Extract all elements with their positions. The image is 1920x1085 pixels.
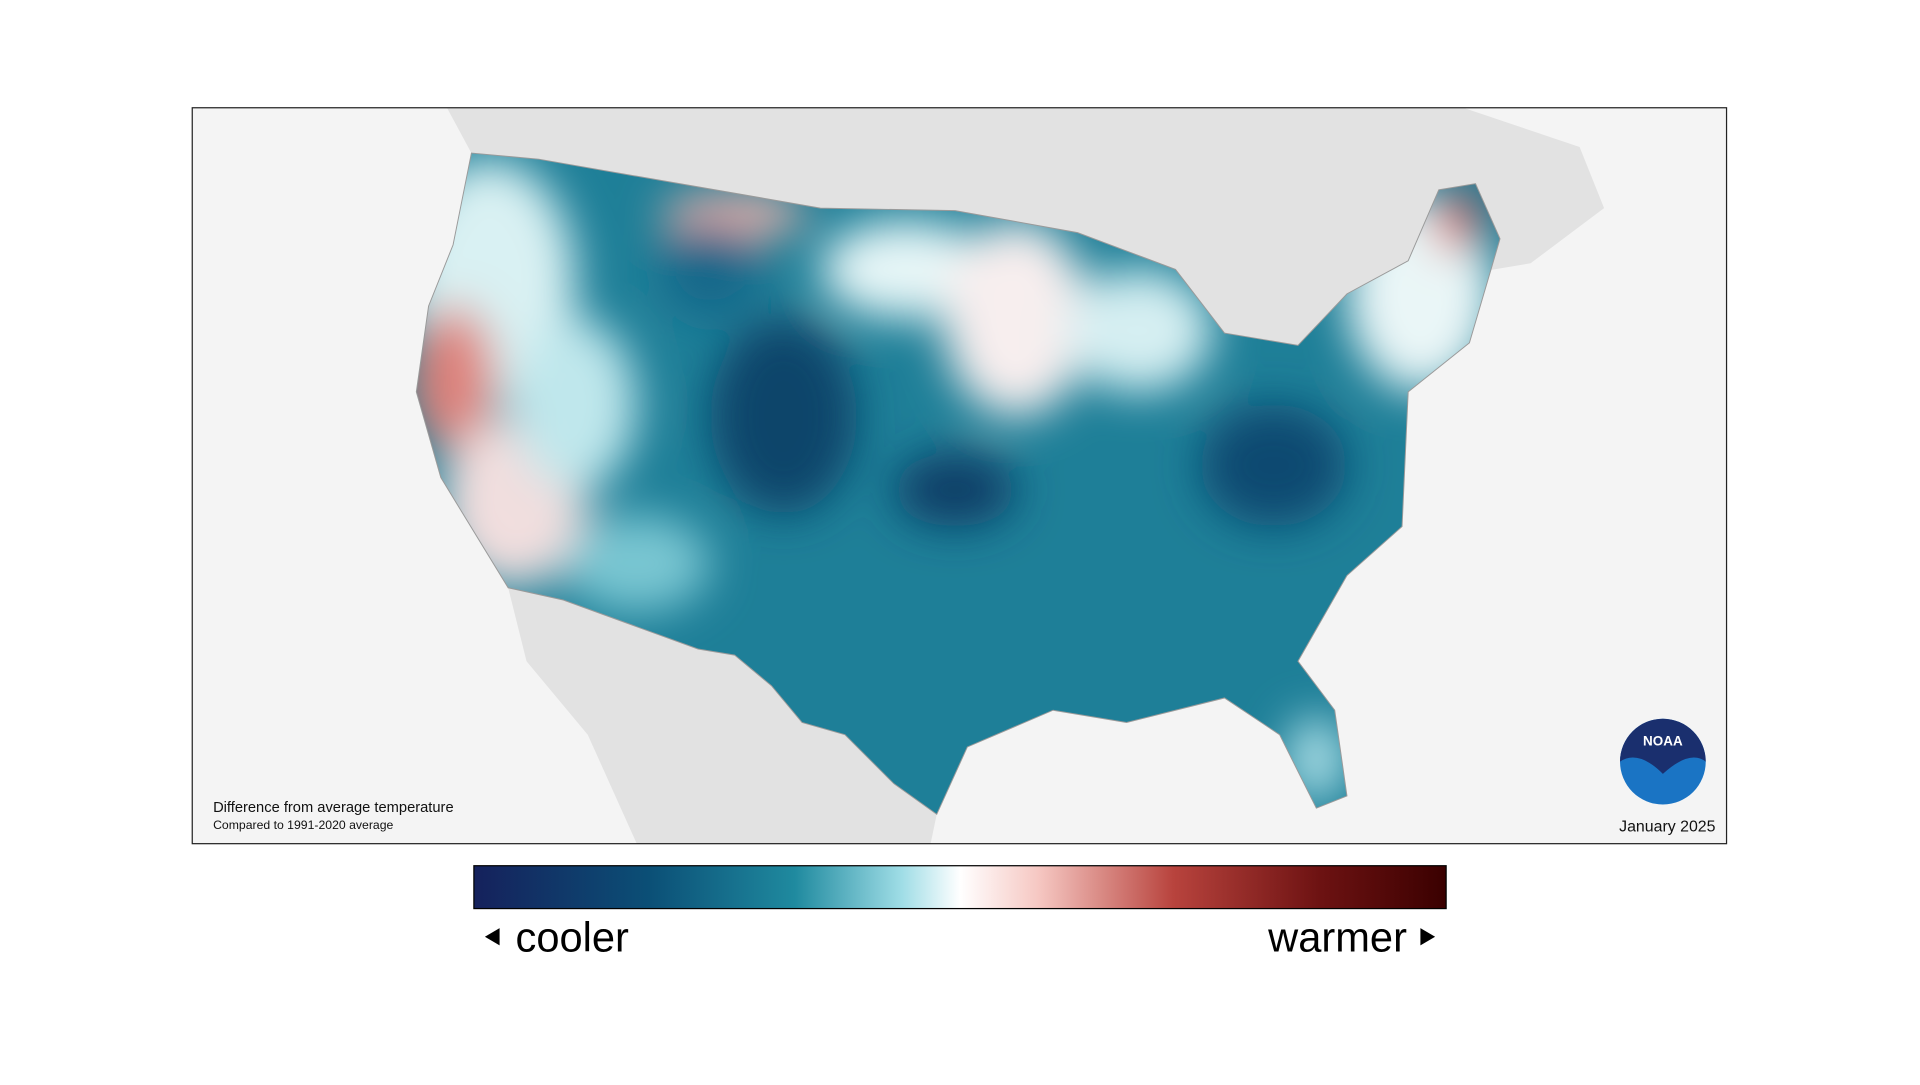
legend-high: warmer <box>1267 913 1407 960</box>
color-bar <box>473 865 1447 910</box>
neighbors <box>446 107 1605 844</box>
date: January 2025 <box>1619 818 1716 835</box>
arrow-right <box>1420 928 1436 946</box>
map-frame <box>191 107 1728 845</box>
logo-text: NOAA <box>1643 734 1683 749</box>
noaa-logo: NOAA <box>1620 718 1706 805</box>
legend-low: cooler <box>516 913 630 960</box>
arrow-left <box>484 928 500 946</box>
map: Difference from average temperature Comp… <box>191 107 1728 960</box>
note-title: Difference from average temperature <box>213 800 454 816</box>
note-subtitle: Compared to 1991-2020 average <box>213 818 393 832</box>
